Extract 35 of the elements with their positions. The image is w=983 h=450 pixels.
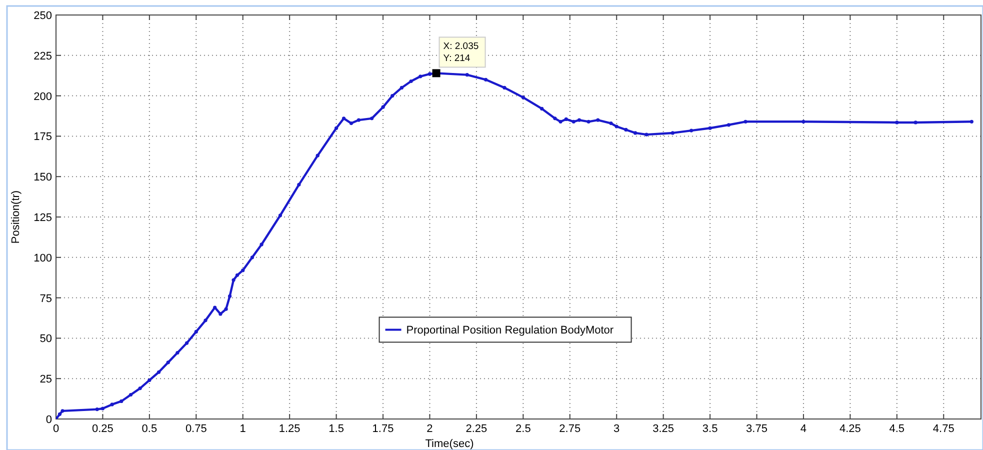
x-tick-label: 4.75 xyxy=(932,423,954,435)
x-tick-label: 0.5 xyxy=(142,423,158,435)
x-tick-label: 3.25 xyxy=(652,423,674,435)
y-tick-label: 50 xyxy=(40,333,52,346)
y-tick-label: 0 xyxy=(46,414,52,426)
x-tick-label: 0.75 xyxy=(185,423,207,435)
y-tick-label: 250 xyxy=(34,10,52,22)
y-tick-label: 25 xyxy=(40,374,52,386)
x-tick-label: 1.75 xyxy=(372,423,394,435)
x-tick-label: 4.25 xyxy=(839,423,861,435)
legend-label: Proportinal Position Regulation BodyMotor xyxy=(406,324,614,337)
x-tick-label: 3 xyxy=(614,423,620,435)
y-tick-label: 150 xyxy=(34,172,52,184)
y-tick-label: 200 xyxy=(34,90,52,103)
x-tick-label: 2.25 xyxy=(466,423,488,435)
x-tick-label: 1.25 xyxy=(278,423,300,435)
x-tick-label: 4.5 xyxy=(889,423,905,435)
x-tick-label: 3.5 xyxy=(702,423,718,435)
x-axis-title: Time(sec) xyxy=(425,438,474,450)
x-tick-label: 1 xyxy=(240,423,246,435)
x-tick-label: 0.25 xyxy=(92,423,114,435)
y-tick-label: 175 xyxy=(34,131,52,144)
y-tick-label: 125 xyxy=(34,212,52,224)
x-tick-label: 2 xyxy=(426,423,433,435)
x-tick-label: 0 xyxy=(52,423,60,435)
x-tick-label: 1.5 xyxy=(328,423,344,435)
y-tick-label: 225 xyxy=(34,50,52,62)
annotation: X: 2.035 Y: 214 xyxy=(443,41,479,64)
x-tick-label: 2.75 xyxy=(559,423,581,435)
x-tick-label: 2.5 xyxy=(516,423,531,435)
y-tick-label: 75 xyxy=(40,292,52,305)
x-tick-label: 3.75 xyxy=(746,423,768,435)
y-tick-label: 100 xyxy=(34,252,52,264)
x-tick-label: 4 xyxy=(800,423,807,435)
y-axis-title: Position(tr) xyxy=(10,190,22,244)
